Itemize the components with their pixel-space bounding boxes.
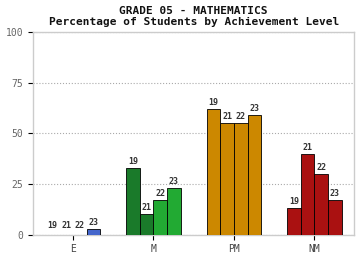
Bar bbox=[167, 188, 181, 235]
Text: 23: 23 bbox=[89, 218, 99, 227]
Text: 23: 23 bbox=[169, 177, 179, 186]
Text: 19: 19 bbox=[208, 98, 219, 107]
Bar bbox=[328, 200, 342, 235]
Bar bbox=[314, 174, 328, 235]
Text: 23: 23 bbox=[330, 189, 340, 198]
Bar bbox=[153, 200, 167, 235]
Bar bbox=[234, 123, 248, 235]
Text: 19: 19 bbox=[48, 221, 58, 230]
Bar bbox=[140, 214, 153, 235]
Text: 21: 21 bbox=[61, 221, 71, 230]
Text: 22: 22 bbox=[75, 221, 85, 230]
Bar bbox=[248, 115, 261, 235]
Text: 19: 19 bbox=[128, 157, 138, 166]
Bar bbox=[207, 109, 220, 235]
Bar bbox=[287, 208, 301, 235]
Text: 22: 22 bbox=[155, 189, 165, 198]
Bar bbox=[126, 168, 140, 235]
Bar bbox=[220, 123, 234, 235]
Text: 22: 22 bbox=[316, 163, 326, 172]
Title: GRADE 05 - MATHEMATICS
Percentage of Students by Achievement Level: GRADE 05 - MATHEMATICS Percentage of Stu… bbox=[49, 5, 339, 27]
Text: 21: 21 bbox=[302, 143, 312, 152]
Text: 22: 22 bbox=[236, 112, 246, 121]
Text: 19: 19 bbox=[289, 197, 299, 206]
Text: 21: 21 bbox=[141, 203, 152, 212]
Bar bbox=[301, 154, 314, 235]
Text: 23: 23 bbox=[249, 104, 259, 113]
Text: 21: 21 bbox=[222, 112, 232, 121]
Bar bbox=[87, 229, 100, 235]
